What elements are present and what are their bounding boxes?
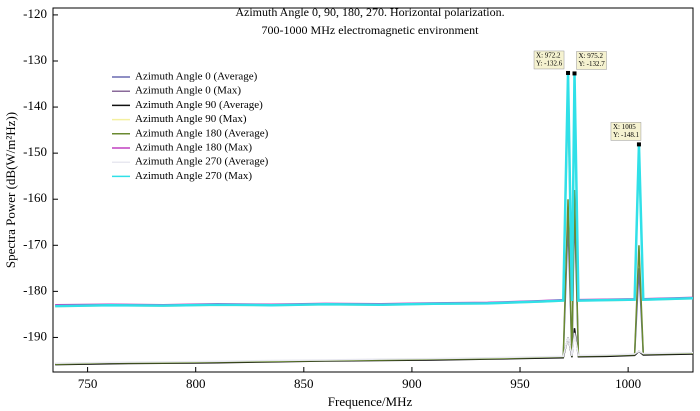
y-tick-label: -160 bbox=[23, 190, 47, 205]
series-line bbox=[55, 72, 694, 308]
data-tip-box bbox=[576, 51, 607, 70]
legend-label: Azimuth Angle 0 (Average) bbox=[135, 71, 258, 83]
series-line bbox=[55, 328, 694, 366]
chart-title: Azimuth Angle 0, 90, 180, 270. Horizonta… bbox=[235, 5, 504, 19]
data-tip-marker bbox=[636, 142, 641, 147]
data-tip-text: Y: -148.1 bbox=[613, 131, 640, 139]
data-tip-marker bbox=[572, 71, 577, 76]
x-tick-label: 850 bbox=[294, 376, 314, 391]
y-tick-label: -120 bbox=[23, 6, 47, 21]
y-tick-label: -130 bbox=[23, 52, 47, 67]
y-axis-label: Spectra Power (dB(W/m²Hz)) bbox=[3, 112, 18, 268]
legend-label: Azimuth Angle 180 (Max) bbox=[135, 142, 252, 154]
data-tip-text: X: 975.2 bbox=[579, 52, 604, 60]
data-tip-text: X: 972.2 bbox=[536, 52, 561, 60]
legend-label: Azimuth Angle 90 (Max) bbox=[135, 113, 247, 125]
y-tick-label: -170 bbox=[23, 236, 47, 251]
data-tip-text: X: 1005 bbox=[613, 123, 636, 131]
data-tip-box bbox=[610, 122, 642, 141]
x-tick-label: 1000 bbox=[615, 376, 641, 391]
x-tick-label: 900 bbox=[402, 376, 422, 391]
plot-frame bbox=[52, 7, 694, 373]
legend-label: Azimuth Angle 180 (Average) bbox=[135, 127, 269, 139]
data-tip-text: Y: -132.7 bbox=[579, 60, 606, 68]
legend-label: Azimuth Angle 270 (Average) bbox=[135, 156, 269, 168]
legend-label: Azimuth Angle 0 (Max) bbox=[135, 85, 241, 97]
y-tick-label: -180 bbox=[23, 282, 47, 297]
legend-label: Azimuth Angle 90 (Average) bbox=[135, 99, 263, 111]
x-axis-label: Frequence/MHz bbox=[328, 394, 413, 409]
x-tick-label: 950 bbox=[510, 376, 530, 391]
legend-label: Azimuth Angle 270 (Max) bbox=[135, 170, 252, 182]
y-tick-label: -190 bbox=[23, 328, 47, 343]
y-tick-label: -150 bbox=[23, 144, 47, 159]
data-tip-text: Y: -132.6 bbox=[536, 60, 563, 68]
x-tick-label: 800 bbox=[186, 376, 206, 391]
data-tip-box bbox=[533, 50, 565, 70]
x-tick-label: 750 bbox=[78, 376, 98, 391]
data-tip-marker bbox=[566, 70, 571, 75]
y-tick-label: -140 bbox=[23, 98, 47, 113]
chart-subtitle: 700-1000 MHz electromagnetic environment bbox=[262, 23, 480, 37]
series-line bbox=[55, 332, 694, 364]
